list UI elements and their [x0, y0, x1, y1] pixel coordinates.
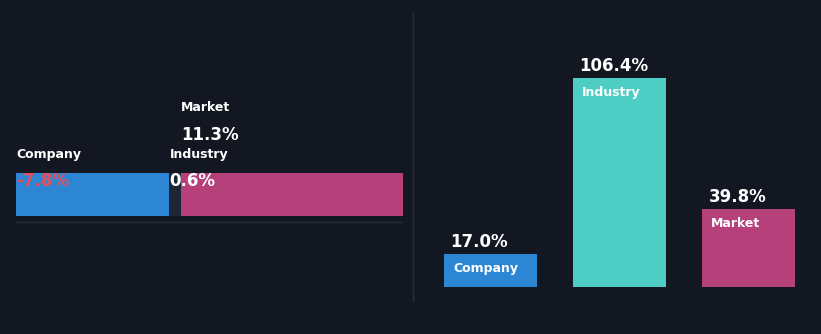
Bar [573, 78, 666, 287]
Text: Industry: Industry [169, 148, 228, 161]
Text: 0.6%: 0.6% [169, 172, 215, 190]
Text: 39.8%: 39.8% [709, 188, 766, 206]
Bar [169, 173, 181, 216]
Text: 106.4%: 106.4% [580, 57, 649, 74]
Text: 17.0%: 17.0% [451, 233, 508, 250]
Bar [702, 209, 795, 287]
Text: Market: Market [181, 101, 231, 114]
Text: Industry: Industry [582, 86, 640, 99]
Bar [181, 173, 403, 216]
Text: Market: Market [711, 217, 760, 230]
Bar [16, 173, 169, 216]
Bar [444, 254, 537, 287]
Text: Company: Company [453, 262, 518, 275]
Text: Company: Company [16, 148, 81, 161]
Text: 11.3%: 11.3% [181, 126, 239, 144]
Text: -7.8%: -7.8% [16, 172, 70, 190]
